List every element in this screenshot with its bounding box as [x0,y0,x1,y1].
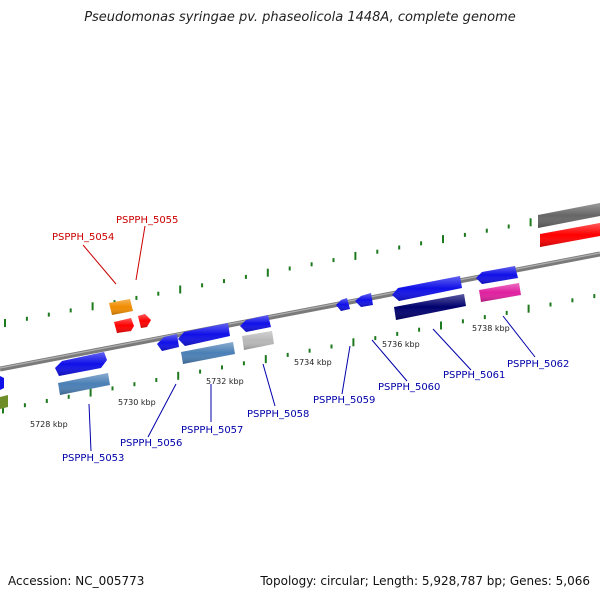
gene-label-5057[interactable]: PSPPH_5057 [181,425,243,436]
leader-5061 [432,328,472,371]
gene-arrow[interactable] [476,266,518,284]
gene-arrow[interactable] [138,314,151,328]
leader-5059 [341,345,351,395]
gene-label-5061[interactable]: PSPPH_5061 [443,370,505,381]
gene-arrow-left-fragment[interactable] [0,376,4,390]
gene-arrow-sub[interactable] [114,318,134,333]
gene-arrow-sub[interactable] [479,283,521,302]
kbp-label-5732: 5732 kbp [206,377,244,386]
leader-5055 [135,225,146,281]
kbp-label-5734: 5734 kbp [294,358,332,367]
gene-pspph-5062[interactable] [476,266,521,302]
kbp-label-5730: 5730 kbp [118,398,156,407]
genome-summary-text: Topology: circular; Length: 5,928,787 bp… [260,574,590,588]
gene-pspph-5061[interactable] [392,276,466,320]
leader-5058 [262,363,276,407]
gene-label-5053[interactable]: PSPPH_5053 [62,453,124,464]
tick-row-lower [2,294,596,414]
gene-arrow-left-fragment-sub[interactable] [0,395,8,409]
leader-5060 [371,339,408,382]
gene-pspph-5054[interactable] [109,299,134,333]
gene-edge-right [538,203,600,247]
kbp-labels: 5728 kbp 5730 kbp 5732 kbp 5734 kbp 5736… [30,324,510,429]
gene-arrow-sub[interactable] [242,331,274,350]
gene-shade-right [538,203,600,228]
gene-pspph-5057[interactable] [178,323,235,364]
gene-arrow[interactable] [178,323,230,346]
kbp-label-5736: 5736 kbp [382,340,420,349]
gene-edge-left [0,376,8,409]
gene-pspph-5060[interactable] [355,293,373,307]
kbp-label-5728: 5728 kbp [30,420,68,429]
gene-label-5055[interactable]: PSPPH_5055 [116,215,178,226]
gene-arrow-sub[interactable] [181,342,235,364]
gene-label-5062[interactable]: PSPPH_5062 [507,359,569,370]
kbp-label-5738: 5738 kbp [472,324,510,333]
gene-arrow-sub[interactable] [58,373,110,395]
map-title: Pseudomonas syringae pv. phaseolicola 14… [84,10,516,25]
leader-5053 [88,403,92,452]
leader-5062 [502,315,536,358]
gene-label-5060[interactable]: PSPPH_5060 [378,382,440,393]
leader-5056 [147,383,177,438]
gene-arrow[interactable] [109,299,133,315]
leader-5054 [82,244,117,285]
gene-pspph-5055[interactable] [138,314,151,328]
accession-text: Accession: NC_005773 [8,574,145,588]
gene-label-5058[interactable]: PSPPH_5058 [247,409,309,420]
leader-lines [82,225,536,452]
gene-shade-right-sub [540,223,600,247]
gene-label-5056[interactable]: PSPPH_5056 [120,438,182,449]
gene-arrow[interactable] [355,293,373,307]
gene-labels: PSPPH_5054 PSPPH_5055 PSPPH_5053 PSPPH_5… [52,215,569,464]
gene-label-5054[interactable]: PSPPH_5054 [52,232,114,243]
gene-label-5059[interactable]: PSPPH_5059 [313,395,375,406]
